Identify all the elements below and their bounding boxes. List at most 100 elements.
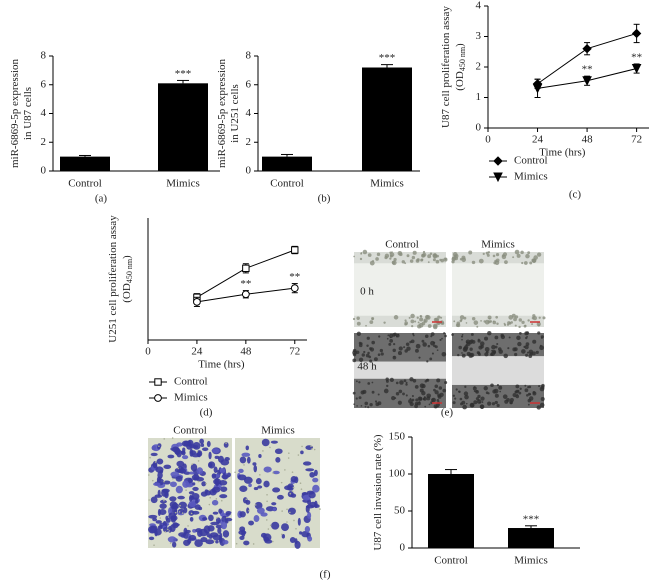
cell [526,351,530,354]
cell [192,486,199,491]
pore [147,474,150,476]
x-tick-label: Mimics [166,178,200,190]
cell [537,331,541,335]
cell [392,333,396,337]
cell [525,342,530,346]
cell [157,444,161,450]
cell [163,464,172,470]
cell [148,536,155,541]
cell [436,349,439,352]
cell [148,525,157,534]
cell [484,319,490,325]
cell [253,486,259,491]
pore [163,438,166,440]
cell [460,335,464,338]
pore [163,499,165,502]
cell [495,252,500,257]
cell [485,251,489,255]
y-label-line: miR-6869-5p expression [9,58,21,168]
cell [472,386,477,391]
pore [209,496,212,499]
cell [270,440,278,444]
pore [313,448,316,451]
cell [255,478,262,485]
cell [440,258,444,263]
y-label-line: U87 cell invasion rate (%) [372,434,384,550]
cell [371,390,375,394]
pore [284,469,286,471]
cell [208,451,212,460]
cell [476,325,479,328]
cell [468,250,473,255]
cell [378,335,381,338]
cell [495,315,498,319]
cell [150,496,158,504]
cell [374,400,378,403]
cell [406,346,411,351]
cell [352,358,357,363]
cell [453,320,456,323]
cell [442,388,447,393]
cell [362,389,367,394]
cell [461,353,466,358]
cell [274,448,283,455]
cell [451,257,456,262]
cell [518,391,522,395]
cell [438,386,443,390]
cell [219,494,228,499]
cell [169,481,177,488]
cell [430,332,435,337]
y-tick-label: 150 [389,431,406,443]
cell [358,396,362,400]
cell [470,339,474,343]
cell [241,529,246,538]
cell [461,338,463,341]
cell [405,381,408,384]
cell [356,405,358,407]
pore [171,437,174,439]
cell [465,339,471,345]
cell [256,507,265,514]
cell [177,495,185,500]
cell [369,260,375,266]
cell [218,508,223,514]
cell [455,388,458,391]
cell [528,354,533,358]
y-tick-label: 3 [476,30,482,42]
pore [269,524,272,527]
pore [191,463,194,466]
y-tick-label: 50 [394,505,406,517]
cell [180,450,186,454]
cell [208,462,213,468]
legend-marker [493,172,503,183]
pore [224,479,226,481]
cell [510,321,513,324]
cell [410,339,415,344]
cell [527,319,530,322]
cell [520,250,524,255]
pore [213,540,216,542]
cell [414,320,417,323]
cell [215,517,221,524]
cell [299,531,303,535]
cell [432,341,436,344]
cell [494,345,498,349]
cell [470,333,474,336]
cell [211,499,219,506]
cell [476,399,482,404]
cell [461,352,463,354]
x-axis-label: Time (hrs) [198,359,245,371]
pore [153,544,155,547]
y-tick-label: 1 [476,91,482,103]
cell [272,507,277,512]
cell [208,514,214,522]
cell [300,450,304,455]
cell [490,352,494,357]
cell [386,337,389,340]
pore [216,516,218,519]
cell [185,529,191,534]
cell [389,257,392,260]
pore [185,489,187,491]
cell [409,259,414,263]
cell [248,520,254,526]
